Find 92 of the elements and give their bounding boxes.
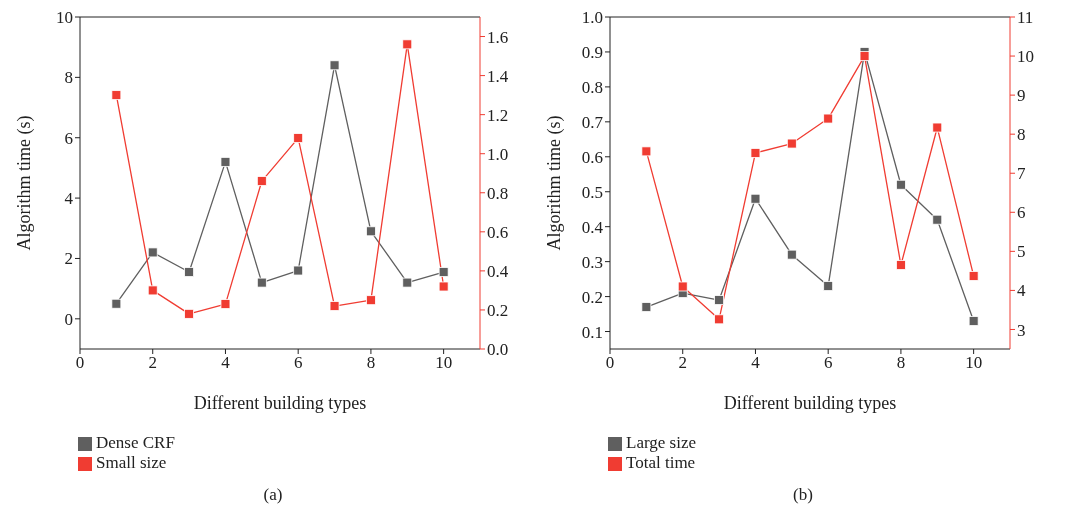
x-tick-label: 6 bbox=[293, 353, 303, 373]
point bbox=[402, 277, 413, 288]
point bbox=[184, 308, 194, 319]
x-tick-label: 4 bbox=[751, 353, 761, 373]
point bbox=[896, 179, 906, 190]
point bbox=[329, 301, 340, 311]
x-tick-label: 2 bbox=[148, 353, 157, 373]
point bbox=[329, 60, 340, 71]
point bbox=[111, 90, 122, 101]
text: (b) bbox=[792, 485, 814, 505]
point bbox=[438, 281, 449, 292]
point bbox=[641, 302, 652, 312]
point bbox=[147, 285, 158, 296]
point bbox=[293, 133, 304, 143]
y2-tick-label: 0.2 bbox=[487, 300, 509, 320]
y-tick-label: 10 bbox=[56, 8, 73, 28]
y2-tick-label: 0.6 bbox=[487, 222, 509, 242]
y2-tick-label: 11 bbox=[1017, 8, 1034, 28]
y-tick-label: 4 bbox=[64, 189, 74, 209]
x-tick-label: 10 bbox=[435, 353, 453, 373]
point bbox=[968, 316, 979, 326]
point bbox=[750, 193, 761, 204]
y-tick-label: 0.1 bbox=[581, 322, 603, 342]
x-axis-title: Different building types bbox=[193, 393, 367, 413]
point bbox=[932, 122, 943, 133]
y2-tick-label: 10 bbox=[1017, 47, 1034, 67]
point bbox=[786, 249, 797, 260]
point bbox=[823, 281, 834, 291]
point bbox=[438, 267, 449, 277]
point bbox=[714, 295, 724, 305]
x-tick-label: 4 bbox=[221, 353, 231, 373]
point bbox=[220, 299, 231, 309]
x-tick-label: 6 bbox=[823, 353, 833, 373]
y-tick-label: 0.9 bbox=[581, 42, 603, 62]
point bbox=[366, 226, 376, 237]
y-tick-label: 0.2 bbox=[581, 287, 603, 307]
point bbox=[256, 277, 267, 288]
y-tick-label: 6 bbox=[64, 128, 73, 148]
point bbox=[184, 267, 194, 277]
point bbox=[896, 260, 906, 270]
legend-label: Large size bbox=[626, 433, 697, 452]
point bbox=[293, 265, 304, 276]
y-tick-label: 0.4 bbox=[581, 217, 604, 237]
y-tick-label: 8 bbox=[64, 68, 73, 88]
legend-label: Dense CRF bbox=[96, 433, 175, 452]
point bbox=[256, 176, 267, 186]
point bbox=[786, 138, 797, 149]
y-axis-title: Algorithm time (s) bbox=[14, 115, 36, 251]
y2-tick-label: 1.4 bbox=[487, 66, 509, 86]
y-tick-label: 2 bbox=[64, 249, 73, 269]
y-axis-title: Algorithm time (s) bbox=[544, 115, 566, 251]
x-tick-label: 8 bbox=[366, 353, 376, 373]
x-tick-label: 2 bbox=[678, 353, 687, 373]
point bbox=[823, 113, 834, 124]
y2-tick-label: 9 bbox=[1017, 86, 1026, 106]
y2-tick-label: 3 bbox=[1017, 320, 1026, 340]
y-tick-label: 0.7 bbox=[581, 112, 604, 132]
y-tick-label: 0.5 bbox=[581, 182, 603, 202]
y-tick-label: 1.0 bbox=[581, 8, 603, 28]
y2-tick-label: 1.2 bbox=[487, 105, 509, 125]
y-tick-label: 0.6 bbox=[581, 147, 603, 167]
y-tick-label: 0.8 bbox=[581, 77, 603, 97]
point bbox=[859, 51, 870, 61]
x-tick-label: 10 bbox=[965, 353, 983, 373]
y2-tick-label: 5 bbox=[1017, 242, 1026, 262]
point bbox=[366, 295, 376, 306]
y2-tick-label: 1.6 bbox=[487, 27, 509, 47]
text: (a) bbox=[262, 485, 284, 505]
point bbox=[932, 214, 943, 225]
y-tick-label: 0.3 bbox=[581, 252, 603, 272]
point bbox=[402, 39, 413, 50]
point bbox=[968, 271, 979, 281]
point bbox=[677, 281, 688, 292]
y-tick-label: 0 bbox=[64, 309, 73, 329]
point bbox=[750, 148, 761, 158]
y2-tick-label: 4 bbox=[1017, 281, 1026, 301]
point bbox=[111, 298, 122, 309]
point bbox=[714, 314, 724, 325]
y2-tick-label: 8 bbox=[1017, 125, 1026, 145]
legend-label: Small size bbox=[96, 453, 167, 472]
y2-tick-label: 6 bbox=[1017, 203, 1026, 223]
y2-tick-label: 7 bbox=[1017, 164, 1026, 184]
point bbox=[147, 247, 158, 258]
y2-tick-label: 0.8 bbox=[487, 183, 509, 203]
x-tick-label: 8 bbox=[896, 353, 906, 373]
point bbox=[220, 156, 231, 167]
y2-tick-label: 0.4 bbox=[487, 261, 509, 281]
point bbox=[641, 146, 652, 157]
y2-tick-label: 1.0 bbox=[487, 144, 509, 164]
y2-tick-label: 0.0 bbox=[487, 340, 509, 360]
legend-label: Total time bbox=[626, 453, 696, 472]
x-axis-title: Different building types bbox=[723, 393, 897, 413]
